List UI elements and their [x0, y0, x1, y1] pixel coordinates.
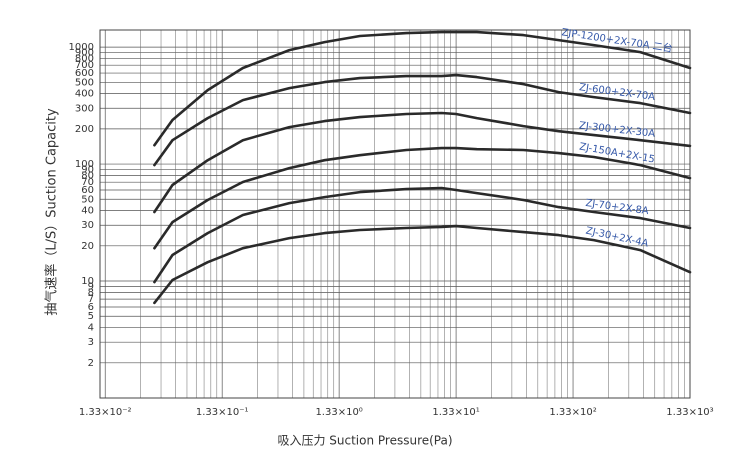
y-tick-label: 10: [81, 276, 94, 287]
x-tick-label: 1.33×10⁰: [315, 407, 362, 418]
y-tick-label: 60: [81, 185, 94, 196]
x-tick-label: 1.33×10³: [666, 407, 713, 418]
y-tick-label: 800: [75, 53, 94, 64]
curve: [153, 224, 692, 305]
y-tick-label: 3: [88, 337, 94, 348]
x-tick-label: 1.33×10¹: [432, 407, 479, 418]
y-tick-label: 6: [88, 302, 94, 313]
y-tick-label: 9: [88, 281, 94, 292]
y-tick-label: 8: [88, 287, 94, 298]
curve: [153, 30, 692, 147]
y-tick-label: 30: [81, 220, 94, 231]
y-tick-label: 100: [75, 159, 94, 170]
y-tick-label: 700: [75, 60, 94, 71]
y-tick-label: 20: [81, 241, 94, 252]
y-tick-label: 500: [75, 77, 94, 88]
y-tick-label: 1000: [69, 42, 94, 53]
x-tick-label: 1.33×10⁻¹: [196, 407, 249, 418]
y-tick-label: 200: [75, 124, 94, 135]
y-axis-title: 抽气速率（L/S）Suction Capacity: [44, 108, 60, 316]
curve: [153, 73, 692, 167]
x-tick-label: 1.33×10⁻²: [79, 407, 132, 418]
curve: [153, 111, 692, 214]
y-tick-label: 90: [81, 164, 94, 175]
y-tick-label: 5: [88, 311, 94, 322]
y-tick-label: 7: [88, 294, 94, 305]
x-tick-label: 1.33×10²: [549, 407, 596, 418]
y-tick-label: 2: [88, 358, 94, 369]
y-tick-label: 40: [81, 206, 94, 217]
y-tick-label: 80: [81, 170, 94, 181]
x-axis-title: 吸入压力 Suction Pressure(Pa): [277, 434, 452, 448]
y-tick-label: 900: [75, 47, 94, 58]
y-tick-label: 600: [75, 68, 94, 79]
y-tick-label: 70: [81, 177, 94, 188]
curve: [153, 186, 692, 284]
y-tick-label: 50: [81, 194, 94, 205]
plot-frame: [99, 29, 691, 399]
curve: [153, 146, 692, 250]
y-tick-label: 300: [75, 103, 94, 114]
y-tick-label: 4: [88, 323, 94, 334]
y-tick-label: 400: [75, 89, 94, 100]
